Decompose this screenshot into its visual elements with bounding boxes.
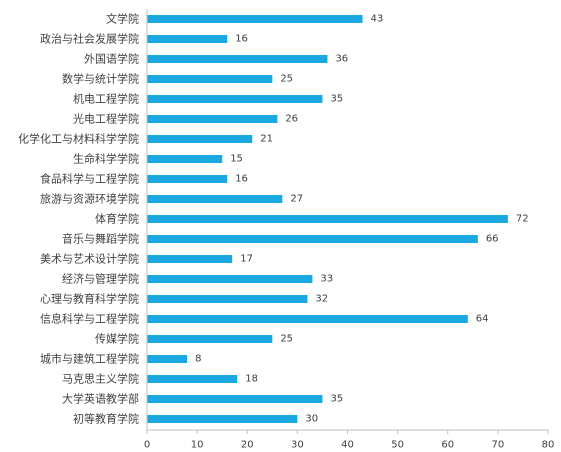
data-label: 16 bbox=[235, 34, 248, 45]
data-label: 30 bbox=[305, 414, 318, 425]
bar bbox=[147, 355, 188, 363]
category-label: 经济与管理学院 bbox=[62, 272, 139, 286]
bar bbox=[147, 395, 323, 403]
bar bbox=[147, 255, 233, 263]
bar bbox=[147, 215, 508, 223]
category-label: 数学与统计学院 bbox=[62, 72, 139, 86]
category-label: 光电工程学院 bbox=[73, 112, 139, 126]
bar bbox=[147, 295, 308, 303]
bar bbox=[147, 55, 328, 63]
category-label: 化学化工与材料科学学院 bbox=[18, 132, 139, 146]
x-tick-label: 50 bbox=[391, 440, 404, 451]
bar bbox=[147, 195, 283, 203]
category-label: 美术与艺术设计学院 bbox=[40, 252, 139, 266]
category-label: 外国语学院 bbox=[84, 52, 139, 66]
category-label: 初等教育学院 bbox=[73, 412, 139, 426]
x-tick-label: 40 bbox=[341, 440, 354, 451]
category-label: 心理与教育科学学院 bbox=[40, 292, 139, 306]
data-label: 26 bbox=[285, 114, 298, 125]
data-label: 72 bbox=[516, 214, 529, 225]
category-label: 马克思主义学院 bbox=[62, 372, 139, 386]
data-label: 18 bbox=[245, 374, 258, 385]
category-label: 传媒学院 bbox=[95, 332, 139, 346]
data-label: 35 bbox=[330, 394, 343, 405]
data-label: 43 bbox=[371, 14, 384, 25]
x-axis-ticks: 0 10 20 30 40 50 60 70 80 bbox=[144, 430, 555, 451]
category-label: 大学英语教学部 bbox=[62, 392, 139, 406]
data-label: 25 bbox=[280, 74, 293, 85]
x-tick-label: 30 bbox=[291, 440, 304, 451]
bar bbox=[147, 155, 223, 163]
bar bbox=[147, 135, 253, 143]
data-label: 8 bbox=[195, 354, 201, 365]
category-label: 音乐与舞蹈学院 bbox=[62, 232, 139, 246]
x-tick-label: 70 bbox=[492, 440, 505, 451]
x-tick-label: 80 bbox=[542, 440, 555, 451]
x-tick-label: 20 bbox=[241, 440, 254, 451]
bar bbox=[147, 275, 313, 283]
bar bbox=[147, 335, 273, 343]
data-label: 33 bbox=[320, 274, 333, 285]
data-label: 27 bbox=[290, 194, 303, 205]
category-label: 旅游与资源环境学院 bbox=[40, 192, 139, 206]
bar bbox=[147, 375, 238, 383]
x-tick-label: 10 bbox=[191, 440, 204, 451]
category-label: 信息科学与工程学院 bbox=[40, 312, 139, 326]
data-label: 36 bbox=[335, 54, 348, 65]
bar bbox=[147, 315, 468, 323]
category-label: 城市与建筑工程学院 bbox=[40, 352, 139, 366]
bar bbox=[147, 15, 363, 23]
bar bbox=[147, 235, 478, 243]
x-tick-label: 0 bbox=[144, 440, 150, 451]
data-label: 15 bbox=[230, 154, 243, 165]
category-labels: 文学院政治与社会发展学院外国语学院数学与统计学院机电工程学院光电工程学院化学化工… bbox=[18, 12, 139, 426]
category-label: 机电工程学院 bbox=[73, 92, 139, 106]
bar bbox=[147, 415, 298, 423]
data-label: 35 bbox=[330, 94, 343, 105]
data-label: 17 bbox=[240, 254, 253, 265]
category-label: 生命科学学院 bbox=[73, 152, 139, 166]
data-label: 66 bbox=[486, 234, 499, 245]
x-tick-label: 60 bbox=[441, 440, 454, 451]
bar bbox=[147, 35, 228, 43]
value-labels: 43 16 36 25 35 26 21 15 16 27 72 66 17 33 32 64 25 8 18 35 3… bbox=[195, 14, 529, 425]
category-label: 体育学院 bbox=[95, 212, 139, 226]
data-label: 16 bbox=[235, 174, 248, 185]
data-label: 32 bbox=[315, 294, 328, 305]
bars-layer bbox=[147, 15, 508, 423]
category-label: 政治与社会发展学院 bbox=[40, 32, 139, 46]
data-label: 21 bbox=[260, 134, 273, 145]
category-label: 食品科学与工程学院 bbox=[40, 172, 139, 186]
bar bbox=[147, 75, 273, 83]
data-label: 64 bbox=[476, 314, 489, 325]
bar bbox=[147, 175, 228, 183]
data-label: 25 bbox=[280, 334, 293, 345]
category-label: 文学院 bbox=[106, 12, 139, 26]
bar bbox=[147, 95, 323, 103]
bar bbox=[147, 115, 278, 123]
